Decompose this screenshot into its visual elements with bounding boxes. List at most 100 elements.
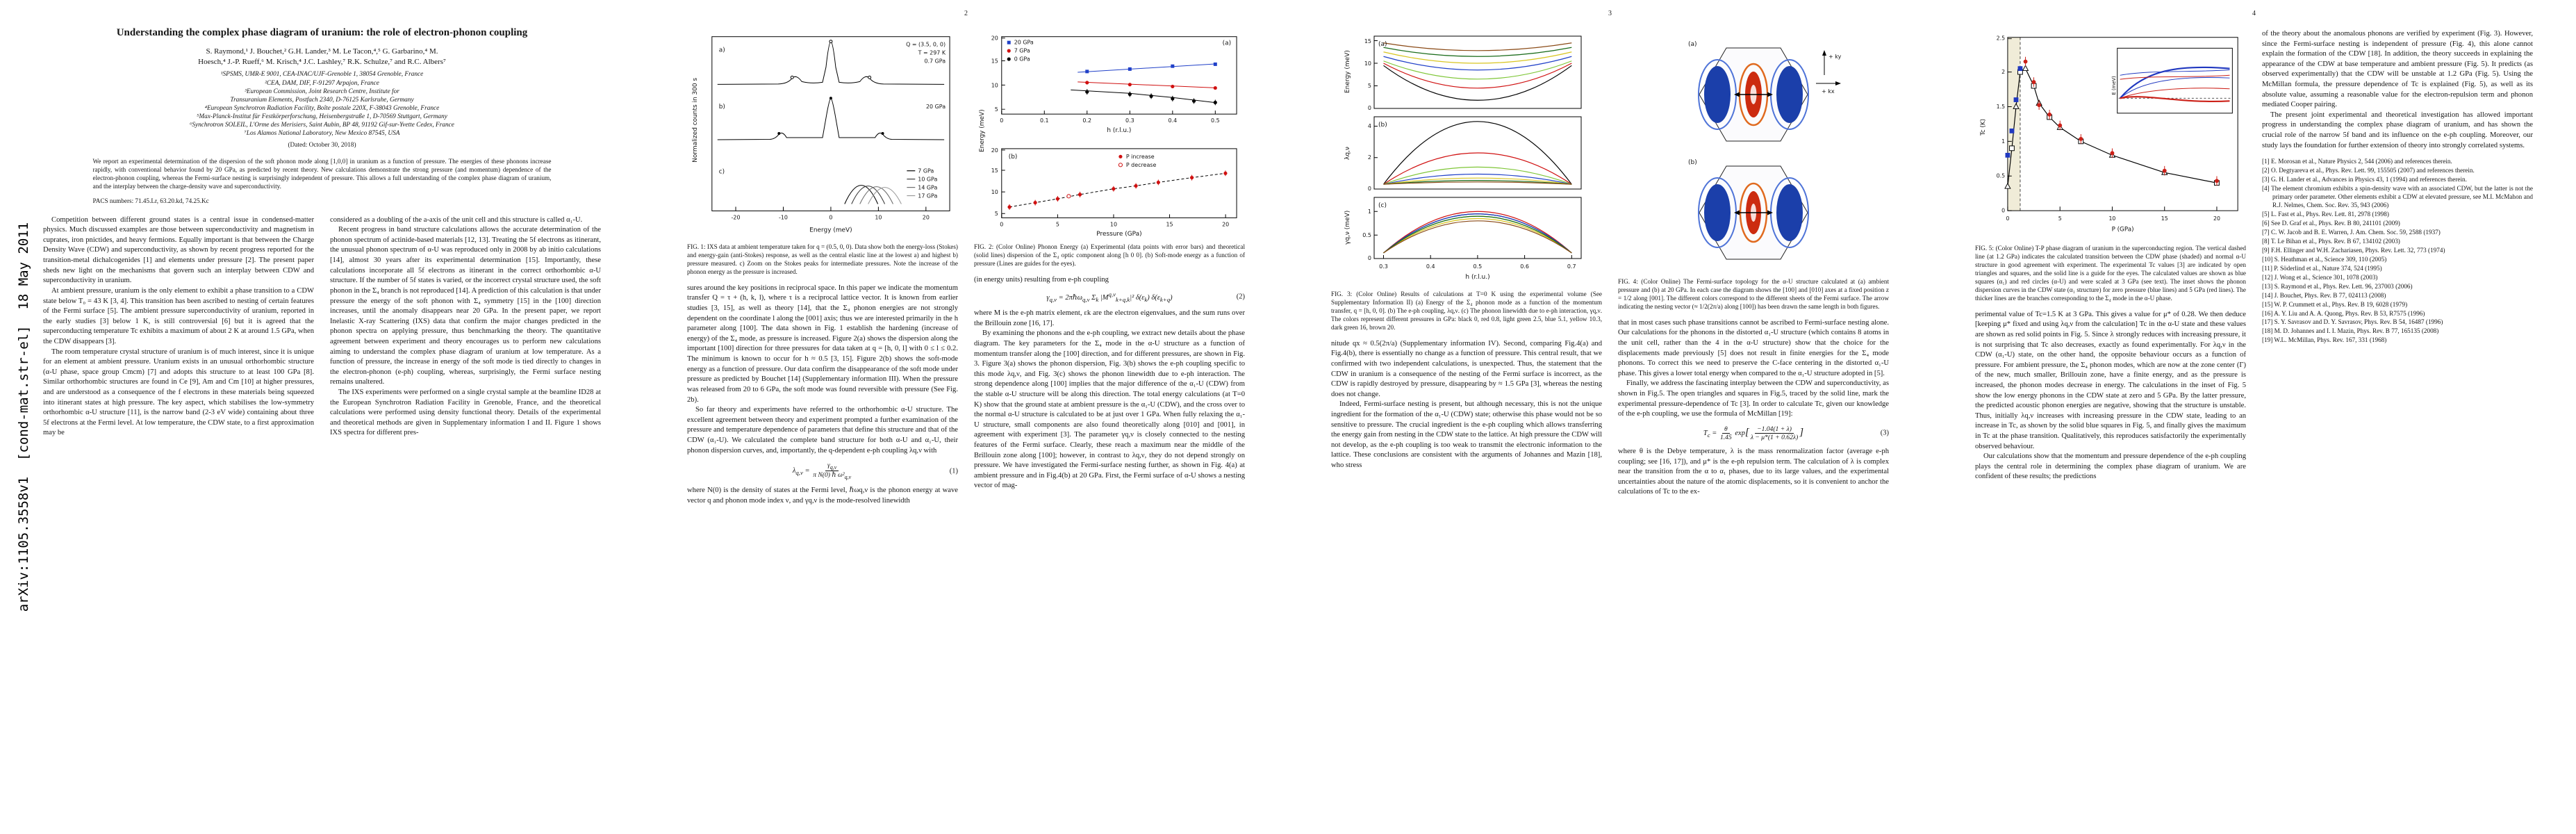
tick-label: 10: [1364, 60, 1371, 67]
fig4-panel-b: (b): [1688, 159, 1809, 260]
panel-label-b: b): [719, 104, 725, 111]
axis-label-ky: + ky: [1828, 54, 1842, 60]
page-number: 4: [2252, 10, 2256, 17]
reference-item: [3] G. H. Lander et al., Advances in Phy…: [2262, 176, 2467, 183]
tick-label: 10: [2108, 215, 2115, 222]
tick-label: 10: [991, 189, 998, 195]
tick-label: 0: [1368, 105, 1371, 111]
fig3-ylabel-a: Energy (meV): [1344, 50, 1351, 93]
reference-item: [19] W.L. McMillan, Phys. Rev. 167, 331 …: [2262, 336, 2387, 344]
paragraph: nitude qx ≈ 0.5(2π/a) (Supplementary inf…: [1331, 339, 1602, 398]
axis-label-kx: + kx: [1822, 88, 1835, 95]
fig2-panel-a: 20 GPa 7 GPa 0 GPa (a) 5 10 15 20 0: [991, 35, 1237, 134]
fig5-x-axis-label: P (GPa): [2112, 226, 2134, 233]
paragraph: The IXS experiments were performed on a …: [330, 388, 601, 437]
panel-label-b: (b): [1688, 159, 1697, 166]
panel-label-a: (a): [1223, 40, 1231, 47]
tick-label: 15: [1166, 221, 1173, 227]
reference-item: [12] J. Wong et al., Science 301, 1078 (…: [2262, 273, 2378, 281]
figure-4-caption: FIG. 4: (Color Online) The Fermi-surface…: [1618, 278, 1889, 310]
reference-item: [5] L. Fast et al., Phys. Rev. Lett. 81,…: [2262, 211, 2389, 218]
fig2-legend-b: P increase P decrease: [1118, 154, 1156, 168]
affiliation: Transuranium Elements, Postfach 2340, D-…: [230, 96, 414, 104]
page-2: 2 -20 -10 0 10 20: [644, 0, 1288, 834]
tick-label: -10: [779, 214, 788, 220]
paragraph: sures around the key positions in recipr…: [687, 284, 958, 404]
equation-3: Tc = θ 1.45 exp[−1.04(1 + λ) λ − μ*(1 + 0.…: [1618, 425, 1889, 441]
page-number: 3: [1608, 10, 1612, 17]
page4-column-1: E (meV) 0 0.5 1 1.5 2 2.5 0 5 10 1: [1975, 29, 2246, 482]
affiliation: ⁶Synchrotron SOLEIL, L'Orme des Merisier…: [190, 121, 454, 129]
tick-label: 15: [991, 58, 998, 65]
panel-label-b: (b): [1378, 122, 1387, 129]
figure-3-caption: FIG. 3: (Color Online) Results of calcul…: [1331, 291, 1602, 331]
tick-label: 20: [991, 147, 998, 154]
paragraph: Recent progress in band structure calcul…: [330, 226, 601, 386]
tick-label: 0: [2001, 208, 2005, 214]
figure-1-ixs-spectra: -20 -10 0 10 20: [687, 31, 958, 239]
reference-item: [7] C. W. Jacob and B. E. Warren, J. Am.…: [2262, 228, 2441, 236]
page1-column-2: considered as a doubling of the a-axis o…: [330, 215, 601, 439]
tick-label: 10: [991, 82, 998, 88]
paragraph: By examining the phonons and the e-ph co…: [974, 329, 1245, 490]
paragraph: The room temperature crystal structure o…: [43, 348, 314, 437]
annotation-temperature: T = 297 K: [918, 50, 946, 56]
fig1-chart: -20 -10 0 10 20: [692, 36, 950, 234]
fig5-chart: E (meV) 0 0.5 1 1.5 2 2.5 0 5 10 1: [1980, 35, 2238, 233]
paragraph: that in most cases such phase transition…: [1618, 318, 1889, 377]
tick-label: 0.5: [1473, 263, 1483, 270]
fig3-ylabel-b: λq,ν: [1344, 147, 1351, 160]
reference-item: [2] O. Degtyareva et al., Phys. Rev. Let…: [2262, 167, 2475, 174]
affiliations: ¹SPSMS, UMR-E 9001, CEA-INAC/UJF-Grenobl…: [43, 70, 601, 138]
tick-label: 5: [995, 106, 998, 113]
page4-column-2: of the theory about the anomalous phonon…: [2262, 29, 2533, 482]
fig1-x-ticks: -20 -10 0 10 20: [732, 206, 930, 220]
tick-label: 15: [1364, 38, 1371, 44]
reference-item: [8] T. Le Bihan et al., Phys. Rev. B 67,…: [2262, 237, 2400, 245]
equation-2: γq,ν = 2πℏωq,ν Σk |Mq,νk+q,k|² δ(εk) δ(ε…: [974, 291, 1245, 303]
equation-3-body: Tc = θ 1.45 exp[−1.04(1 + λ) λ − μ*(1 + 0.…: [1703, 425, 1804, 441]
fig1-y-axis-label: Normalized counts in 300 s: [692, 78, 699, 163]
reference-item: [9] F.H. Ellinger and W.H. Zachariasen, …: [2262, 246, 2445, 254]
reference-list: [1] E. Morosan et al., Nature Physics 2,…: [2262, 158, 2533, 345]
pacs-numbers: PACS numbers: 71.45.Lr, 63.20.kd, 74.25.…: [92, 197, 209, 204]
panel-label-c: c): [719, 169, 725, 176]
paragraph: Competition between different ground sta…: [43, 215, 314, 285]
page-1: arXiv:1105.3558v1 [cond-mat.str-el] 18 M…: [0, 0, 644, 834]
tick-label: 5: [1056, 221, 1059, 227]
fig3-x-axis: 0.3 0.4 0.5 0.6 0.7 h (r.l.u.): [1379, 263, 1576, 281]
panel-label-c: (c): [1378, 202, 1387, 209]
fig3-x-axis-label: h (r.l.u.): [1465, 274, 1489, 281]
paragraph: of the theory about the anomalous phonon…: [2262, 30, 2533, 109]
reference-item: [6] See D. Graf et al., Phys. Rev. B 80,…: [2262, 219, 2400, 227]
tick-label: 0: [1000, 221, 1003, 227]
paragraph: Finally, we address the fascinating inte…: [1618, 379, 1889, 418]
fig1-x-axis-label: Energy (meV): [809, 227, 852, 234]
legend-label: 7 GPa: [918, 168, 934, 174]
panel-label-a: (a): [1688, 41, 1697, 48]
arxiv-stamp: arXiv:1105.3558v1 [cond-mat.str-el] 18 M…: [16, 222, 31, 612]
tick-label: 0.4: [1426, 263, 1435, 270]
reference-item: [1] E. Morosan et al., Nature Physics 2,…: [2262, 158, 2452, 165]
fig1-spectrum-b: [717, 97, 945, 140]
fig3-ylabel-c: γq,ν (meV): [1344, 211, 1351, 245]
fig4-chart: (a) + ky + kx: [1688, 41, 1842, 260]
fig5-y-axis-label: Tc (K): [1980, 119, 1987, 136]
affiliation: ¹SPSMS, UMR-E 9001, CEA-INAC/UJF-Grenobl…: [220, 71, 424, 79]
tick-label: 10: [875, 214, 882, 220]
tick-label: -20: [732, 214, 741, 220]
tick-label: 1.5: [1997, 104, 2005, 110]
paragraph: (in energy units) resulting from e-ph co…: [974, 275, 1109, 284]
figure-2-caption: FIG. 2: (Color Online) Phonon Energy (a)…: [974, 243, 1245, 267]
equation-1: λq,ν = γq,ν π N(0) ℏ ω²q,ν (1): [687, 461, 958, 480]
fig4-panel-a: (a) + ky + kx: [1688, 41, 1842, 142]
fig5-calc-cdw-series: [2005, 66, 2023, 158]
tick-label: 0.6: [1520, 263, 1529, 270]
inset-y-label: E (meV): [2111, 76, 2117, 95]
fig5-calc-alpha-series: [2023, 56, 2219, 186]
paragraph: Indeed, Fermi-surface nesting is present…: [1331, 400, 1602, 470]
author-line-1: S. Raymond,¹ J. Bouchet,² G.H. Lander,³ …: [206, 47, 438, 56]
legend-label: 20 GPa: [1014, 40, 1034, 46]
affiliation: ²CEA, DAM, DIF, F-91297 Arpajon, France: [265, 79, 379, 87]
paragraph: considered as a doubling of the a-axis o…: [330, 215, 583, 224]
